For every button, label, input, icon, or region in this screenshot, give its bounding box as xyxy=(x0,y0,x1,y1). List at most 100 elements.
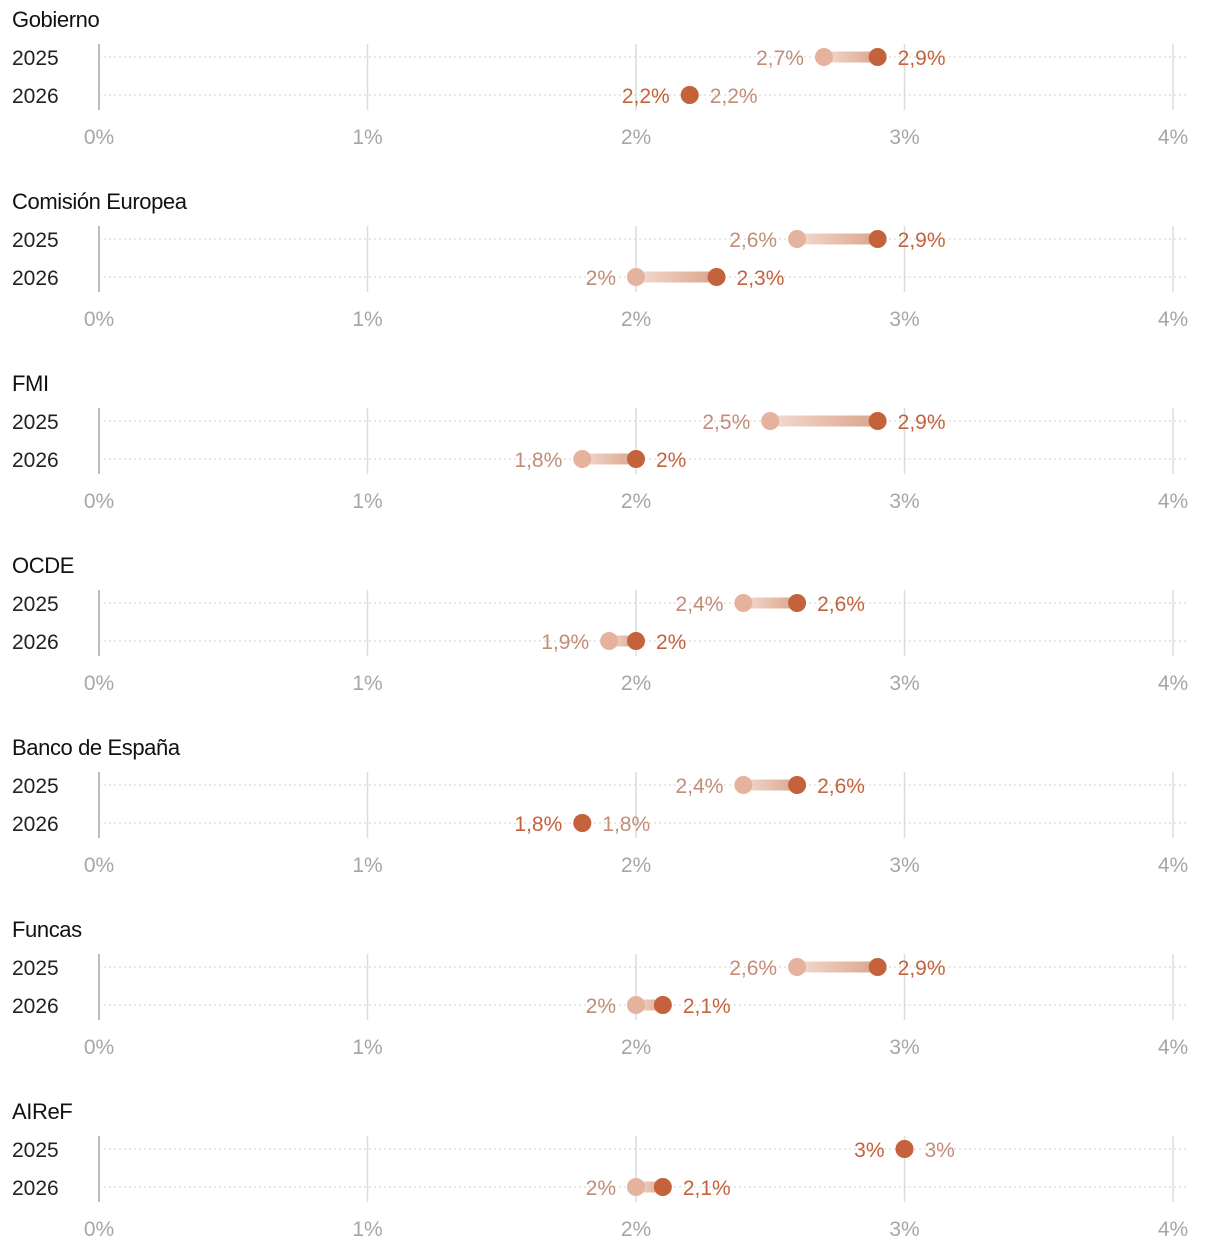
panel: Funcas 0% 1% 2% 3% 4% 2025 2,6% 2,9% 2026 2% 2,1% xyxy=(12,917,1188,1059)
year-label: 2026 xyxy=(12,813,59,836)
x-tick-label: 3% xyxy=(889,854,919,877)
previous-value-label: 2,5% xyxy=(702,411,750,434)
current-dot xyxy=(653,1178,672,1196)
x-tick-label: 1% xyxy=(352,490,382,513)
panel: Gobierno 0% 1% 2% 3% 4% 2025 2,7% 2,9% 2026 2,2% 2,… xyxy=(12,7,1188,149)
previous-dot xyxy=(627,996,645,1014)
previous-value-label: 2,4% xyxy=(676,593,724,616)
x-tick-label: 1% xyxy=(352,126,382,149)
x-tick-label: 4% xyxy=(1158,854,1188,877)
connector-bar xyxy=(636,271,717,283)
current-dot xyxy=(627,450,645,468)
x-tick-label: 2% xyxy=(621,126,651,149)
x-tick-label: 2% xyxy=(621,490,651,513)
x-tick-label: 0% xyxy=(84,490,114,513)
previous-dot xyxy=(627,268,645,286)
current-value-label: 2,9% xyxy=(898,411,946,434)
previous-value-label: 2,6% xyxy=(729,957,777,980)
x-tick-label: 3% xyxy=(889,490,919,513)
year-label: 2026 xyxy=(12,85,59,108)
previous-value-label: 1,8% xyxy=(514,449,562,472)
current-value-label: 2,6% xyxy=(817,593,865,616)
previous-value-label: 2% xyxy=(586,267,616,290)
year-label: 2026 xyxy=(12,449,59,472)
previous-dot xyxy=(734,776,753,794)
connector-bar xyxy=(797,961,878,973)
current-value-label: 1,8% xyxy=(514,813,562,836)
year-label: 2025 xyxy=(12,1139,59,1162)
connector-bar xyxy=(770,415,878,427)
current-dot xyxy=(788,776,807,794)
x-tick-label: 4% xyxy=(1158,1036,1188,1059)
x-tick-label: 2% xyxy=(621,854,651,877)
x-tick-label: 0% xyxy=(84,1036,114,1059)
x-tick-label: 0% xyxy=(84,308,114,331)
connector-bar xyxy=(636,999,663,1011)
year-label: 2025 xyxy=(12,47,59,70)
connector-bar xyxy=(797,233,878,245)
x-tick-label: 4% xyxy=(1158,308,1188,331)
panel-title: Banco de España xyxy=(12,735,181,760)
previous-dot xyxy=(600,632,619,650)
panel-title: AIReF xyxy=(12,1099,72,1124)
connector-bar xyxy=(743,779,798,791)
x-tick-label: 0% xyxy=(84,126,114,149)
year-label: 2026 xyxy=(12,1177,59,1200)
x-tick-label: 2% xyxy=(621,1218,651,1241)
previous-dot xyxy=(627,1178,645,1196)
connector-bar xyxy=(636,1181,663,1193)
panel: FMI 0% 1% 2% 3% 4% 2025 2,5% 2,9% 2026 1,8% 2% xyxy=(12,371,1188,513)
previous-value-label: 2,2% xyxy=(710,85,758,108)
current-value-label: 2,1% xyxy=(683,995,731,1018)
current-dot xyxy=(868,412,887,430)
year-label: 2025 xyxy=(12,593,59,616)
x-tick-label: 3% xyxy=(889,308,919,331)
current-dot xyxy=(707,268,726,286)
year-label: 2026 xyxy=(12,995,59,1018)
previous-dot xyxy=(788,230,807,248)
panel: Comisión Europea 0% 1% 2% 3% 4% 2025 2,6% 2,9% 20… xyxy=(12,189,1188,331)
x-tick-label: 3% xyxy=(889,1218,919,1241)
x-tick-label: 0% xyxy=(84,672,114,695)
previous-value-label: 2% xyxy=(586,1177,616,1200)
previous-value-label: 1,9% xyxy=(541,631,589,654)
connector-bar xyxy=(743,597,798,609)
x-tick-label: 2% xyxy=(621,1036,651,1059)
year-label: 2025 xyxy=(12,957,59,980)
x-tick-label: 2% xyxy=(621,672,651,695)
previous-dot xyxy=(814,48,833,66)
panel-title: Comisión Europea xyxy=(12,189,188,214)
connector-bar xyxy=(582,453,636,465)
year-label: 2026 xyxy=(12,267,59,290)
previous-dot xyxy=(734,594,753,612)
current-dot xyxy=(868,958,887,976)
x-tick-label: 3% xyxy=(889,1036,919,1059)
previous-dot xyxy=(573,450,592,468)
x-tick-label: 4% xyxy=(1158,1218,1188,1241)
panel: Banco de España 0% 1% 2% 3% 4% 2025 2,4% 2,6% 202… xyxy=(12,735,1188,877)
panel-title: FMI xyxy=(12,371,49,396)
previous-value-label: 2,6% xyxy=(729,229,777,252)
current-dot xyxy=(788,594,807,612)
current-value-label: 2,1% xyxy=(683,1177,731,1200)
panel: AIReF 0% 1% 2% 3% 4% 2025 3% 3% 2026 2% 2,1% xyxy=(12,1099,1188,1241)
panel: OCDE 0% 1% 2% 3% 4% 2025 2,4% 2,6% 2026 1,9% 2% xyxy=(12,553,1188,695)
current-dot xyxy=(868,48,887,66)
previous-value-label: 2,4% xyxy=(676,775,724,798)
x-tick-label: 4% xyxy=(1158,126,1188,149)
panel-title: Funcas xyxy=(12,917,82,942)
current-dot xyxy=(680,86,699,104)
x-tick-label: 1% xyxy=(352,672,382,695)
current-dot xyxy=(868,230,887,248)
current-value-label: 2% xyxy=(656,631,686,654)
panel-title: OCDE xyxy=(12,553,74,578)
current-value-label: 2,9% xyxy=(898,229,946,252)
connector-bar xyxy=(823,51,878,63)
current-value-label: 2,2% xyxy=(622,85,670,108)
current-dot xyxy=(573,814,592,832)
x-tick-label: 3% xyxy=(889,672,919,695)
x-tick-label: 1% xyxy=(352,1036,382,1059)
year-label: 2025 xyxy=(12,775,59,798)
